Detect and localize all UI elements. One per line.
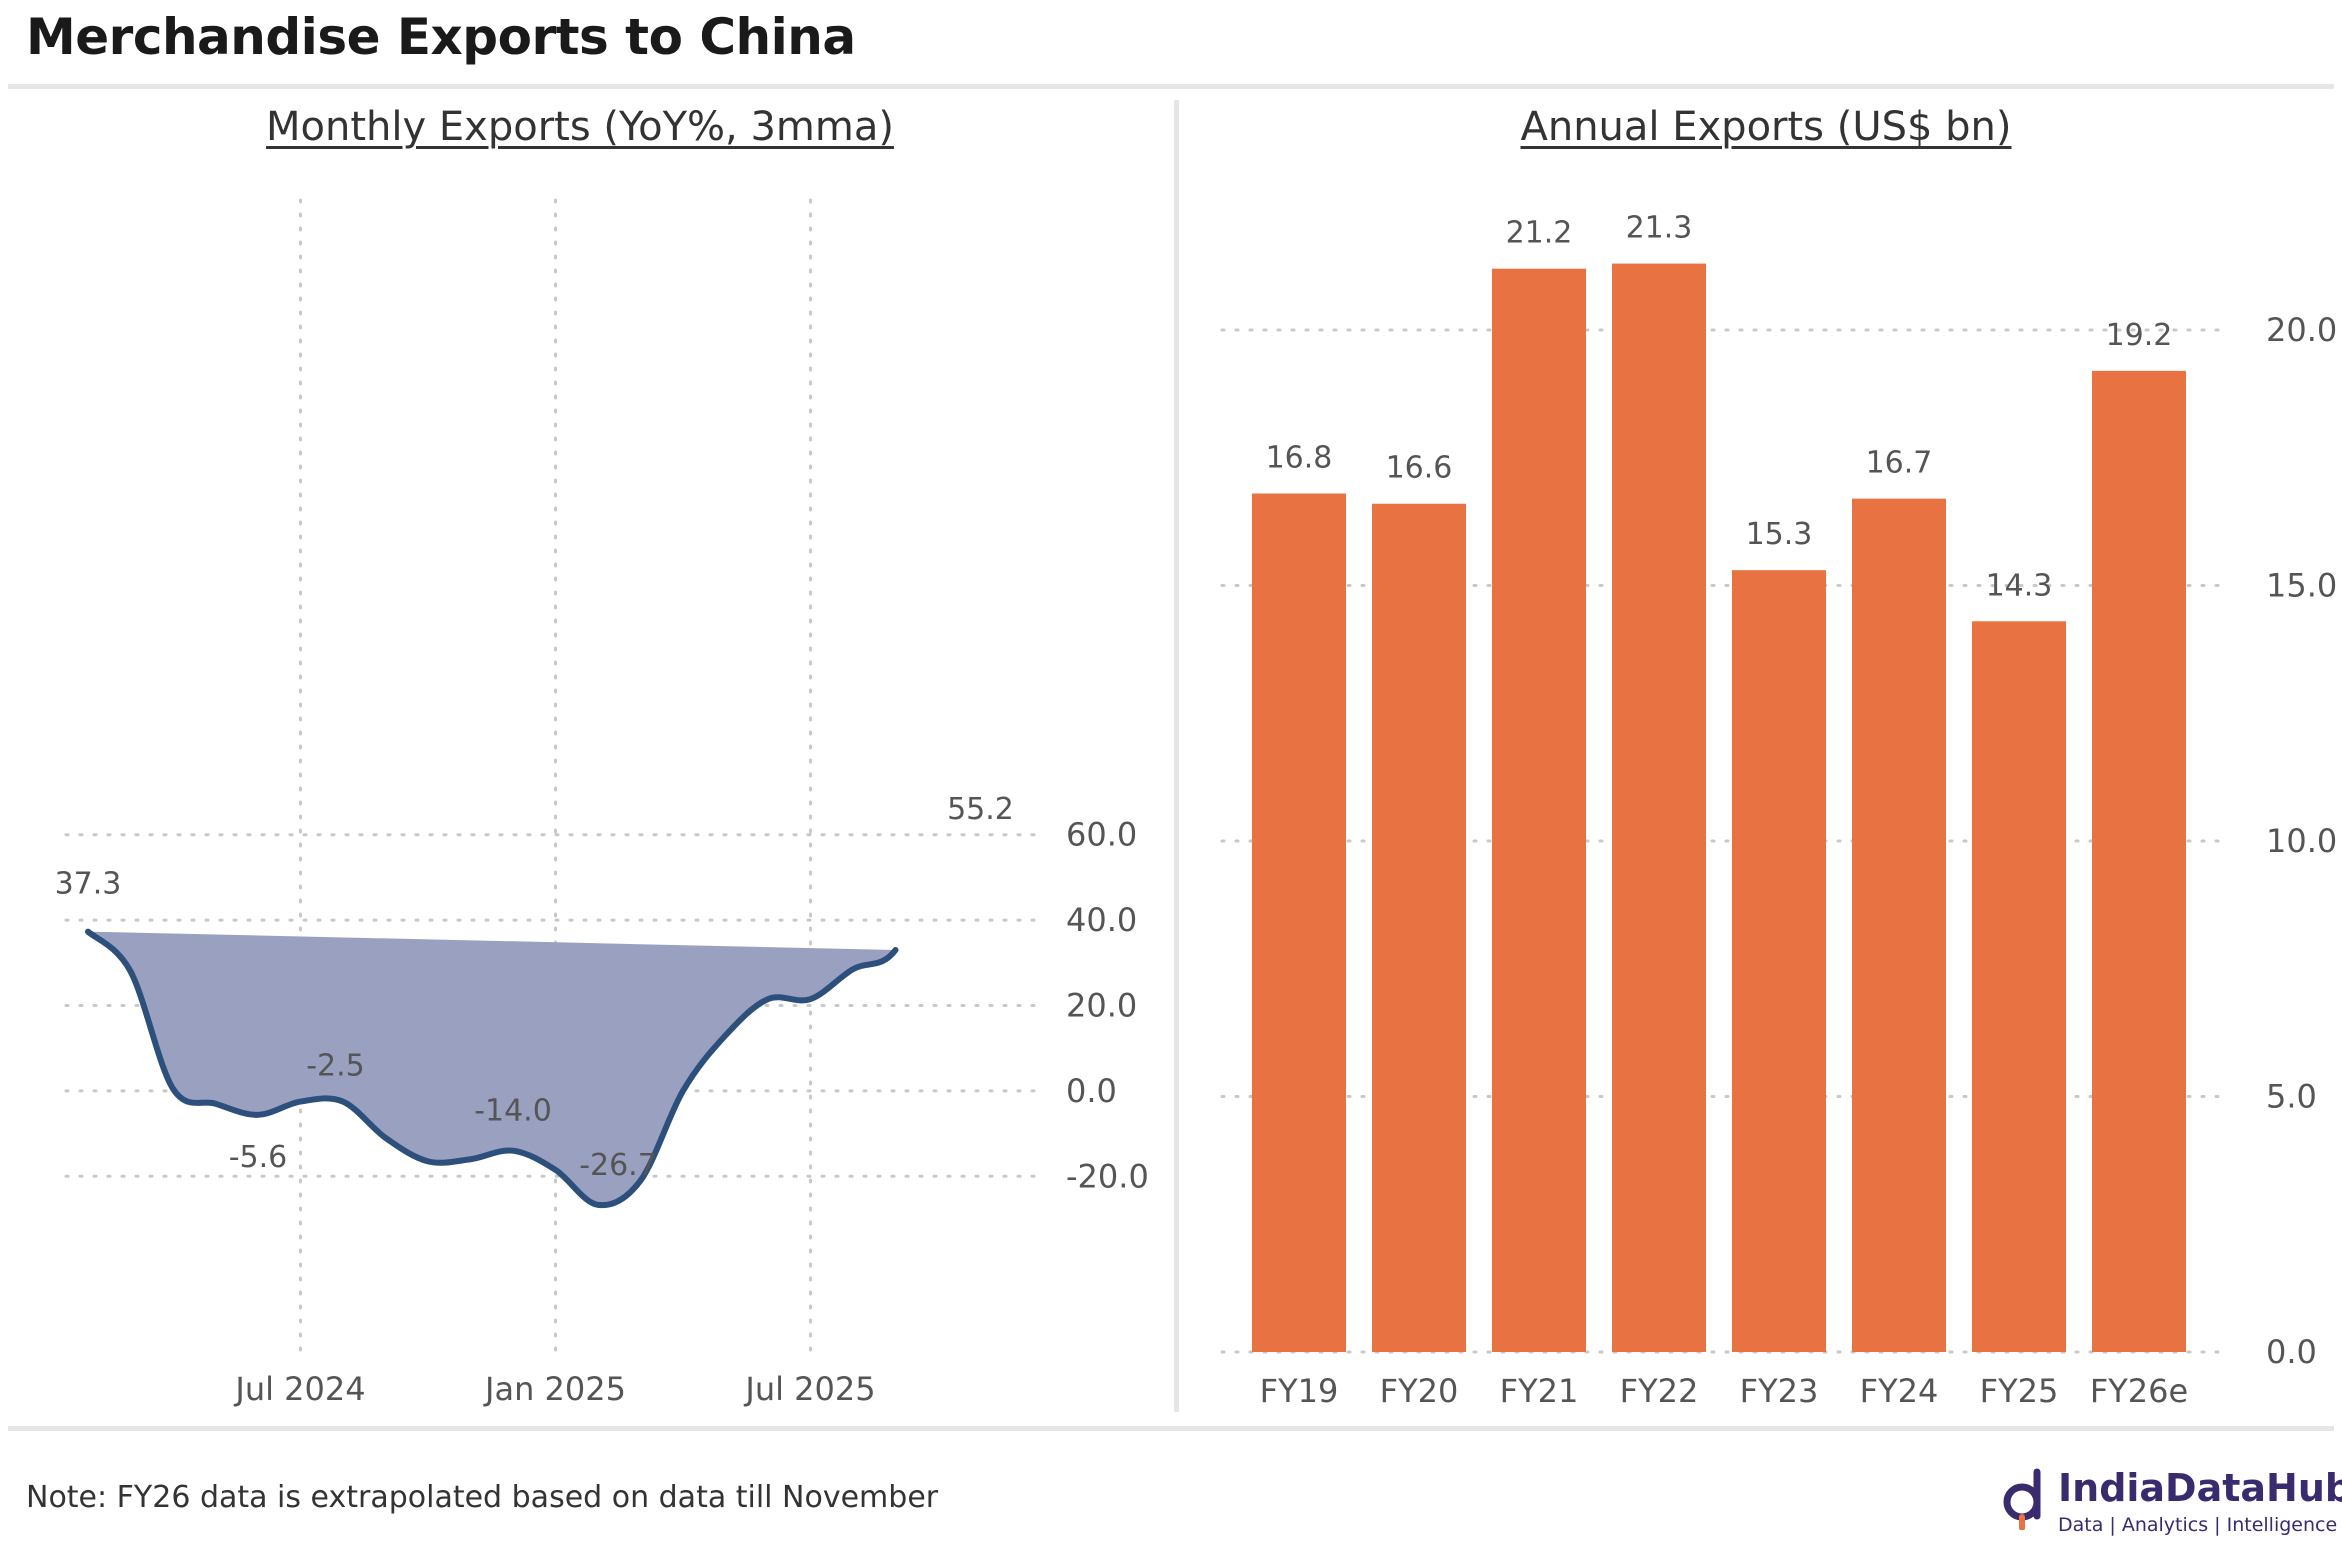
annual-bar: [1852, 498, 1946, 1352]
annual-category-label: FY20: [1380, 1372, 1459, 1410]
annual-value-label: 16.8: [1266, 441, 1333, 476]
annual-bar: [1492, 268, 1586, 1353]
left-ytick-label: -20.0: [1066, 1157, 1149, 1195]
annual-category-label: FY22: [1620, 1372, 1699, 1410]
annual-category-label: FY24: [1860, 1372, 1939, 1410]
annual-panel-title: Annual Exports (US$ bn): [1520, 104, 2012, 150]
monthly-line: [85, 928, 899, 1209]
panel-divider: [1174, 100, 1179, 1412]
annual-value-label: 16.6: [1386, 451, 1453, 486]
left-ytick-label: 40.0: [1066, 901, 1137, 939]
annual-value-label: 19.2: [2106, 318, 2173, 353]
left-xtick-label: Jul 2025: [743, 1370, 875, 1408]
annual-value-label: 21.3: [1626, 211, 1693, 246]
left-ytick-label: 60.0: [1066, 816, 1137, 854]
bottom-rule: [8, 1426, 2334, 1431]
monthly-data-label: -5.6: [229, 1140, 288, 1175]
right-ytick-label: 0.0: [2266, 1333, 2317, 1371]
logo-tagline: Data | Analytics | Intelligence: [2058, 1514, 2338, 1536]
annual-bar: [2092, 370, 2186, 1352]
annual-category-label: FY26e: [2090, 1372, 2188, 1410]
monthly-data-label: 55.2: [947, 792, 1014, 827]
annual-category-label: FY21: [1500, 1372, 1579, 1410]
monthly-data-label: 37.3: [55, 867, 122, 902]
annual-category-label: FY19: [1260, 1372, 1339, 1410]
annual-category-label: FY25: [1980, 1372, 2059, 1410]
annual-bar: [1732, 570, 1826, 1352]
annual-value-label: 21.2: [1506, 216, 1573, 251]
left-ytick-label: 0.0: [1066, 1072, 1117, 1110]
monthly-data-label: -26.7: [579, 1148, 657, 1183]
annual-bar: [1972, 621, 2066, 1352]
monthly-data-label: -14.0: [474, 1094, 552, 1129]
right-ytick-label: 10.0: [2266, 822, 2337, 860]
right-ytick-label: 20.0: [2266, 311, 2337, 349]
logo-mark-icon: [2003, 1468, 2041, 1530]
logo-name: IndiaDataHub: [2058, 1466, 2342, 1510]
indiadatahub-logo[interactable]: IndiaDataHub Data | Analytics | Intellig…: [2000, 1466, 2342, 1536]
annual-value-label: 14.3: [1986, 568, 2053, 603]
annual-bar: [1252, 493, 1346, 1352]
annual-category-label: FY23: [1740, 1372, 1819, 1410]
annual-bar: [1612, 263, 1706, 1352]
annual-value-label: 15.3: [1746, 517, 1813, 552]
left-xtick-label: Jan 2025: [483, 1370, 626, 1408]
footnote: Note: FY26 data is extrapolated based on…: [26, 1480, 939, 1515]
monthly-data-label: -2.5: [306, 1049, 365, 1084]
annual-bar: [1372, 503, 1466, 1352]
right-ytick-label: 15.0: [2266, 567, 2337, 605]
top-rule: [8, 84, 2334, 89]
right-ytick-label: 5.0: [2266, 1078, 2317, 1116]
monthly-panel-title: Monthly Exports (YoY%, 3mma): [266, 104, 894, 150]
left-xtick-label: Jul 2024: [233, 1370, 365, 1408]
chart-title: Merchandise Exports to China: [26, 8, 856, 66]
left-ytick-label: 20.0: [1066, 987, 1137, 1025]
annual-value-label: 16.7: [1866, 446, 1933, 481]
monthly-area-fill: [88, 931, 896, 1206]
